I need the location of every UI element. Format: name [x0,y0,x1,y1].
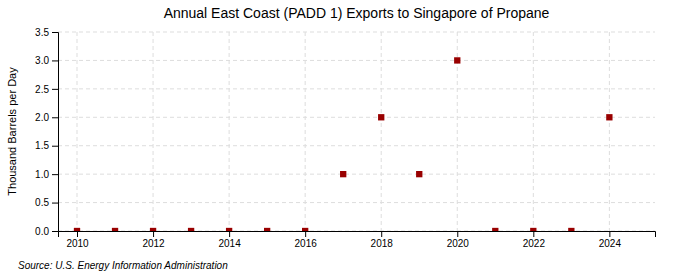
y-axis-title: Thousand Barrels per Day [6,67,18,196]
x-tick: 2010 [66,231,89,249]
x-axis: 2010 2012 2014 2016 2018 2020 2022 2024 [59,231,656,249]
point [454,57,460,63]
y-tick: 3.0 [35,55,58,66]
y-tick-label: 1.5 [35,140,49,151]
x-tick: 2024 [599,231,622,249]
x-tick-label: 2016 [295,238,318,249]
grid-line-x [533,32,534,231]
y-tick: 1.0 [35,169,58,180]
chart: 2010 2012 2014 2016 2018 2020 2022 2024 0.0 0.5 1.… [0,0,675,275]
x-tick-mark [153,231,154,237]
y-tick: 2.5 [35,84,58,95]
point [74,228,80,231]
point [606,114,612,120]
x-axis-line [59,232,656,238]
x-tick-mark [533,231,534,237]
x-tick: 2016 [295,231,318,249]
x-tick-mark [381,231,382,237]
x-tick-mark [305,231,306,237]
y-tick-label: 3.0 [35,55,49,66]
y-tick: 3.5 [35,27,58,38]
x-tick-mark [609,231,610,237]
x-tick-label: 2020 [447,238,470,249]
x-tick: 2014 [218,231,241,249]
y-tick-label: 0.5 [35,197,49,208]
y-tick: 2.0 [35,112,58,123]
points [74,57,613,231]
grid-line-x [77,32,78,231]
y-tick-mark [52,231,58,232]
grid-line-x [229,32,230,231]
grid-line-x [381,32,382,231]
point [112,228,118,231]
y-tick: 0.0 [35,226,58,237]
point [302,228,308,231]
x-tick-label: 2012 [142,238,165,249]
x-tick-label: 2022 [523,238,546,249]
point [492,228,498,231]
x-tick: 2018 [371,231,394,249]
grid-line-x [609,32,610,231]
x-tick: 2020 [447,231,470,249]
point [378,114,384,120]
point [340,171,346,177]
x-tick-label: 2010 [66,238,89,249]
grid-line-y [58,60,655,61]
y-tick-mark [52,203,58,204]
x-tick-label: 2024 [599,238,622,249]
y-tick-mark [52,174,58,175]
x-tick: 2012 [142,231,165,249]
x-tick-mark [77,231,78,237]
grid-line-x [153,32,154,231]
y-axis: 0.0 0.5 1.0 1.5 2.0 2.5 3.0 3.5 [35,27,58,237]
grid-line-y [58,88,655,89]
y-tick: 0.5 [35,197,58,208]
grid [58,32,655,231]
point [150,228,156,231]
grid-line-y [58,32,655,33]
point [264,228,270,231]
point [530,228,536,231]
x-tick-mark [229,231,230,237]
y-tick-mark [52,32,58,33]
x-tick: 2022 [523,231,546,249]
point [188,228,194,231]
point [568,228,574,231]
y-tick-label: 2.0 [35,112,49,123]
point [416,171,422,177]
grid-line-x [305,32,306,231]
y-tick-mark [52,60,58,61]
grid-line-y [58,174,655,175]
y-tick-label: 1.0 [35,169,49,180]
y-tick-label: 0.0 [35,226,49,237]
y-axis-line [52,33,59,232]
grid-line-y [58,117,655,118]
grid-line-y [58,145,655,146]
title: Annual East Coast (PADD 1) Exports to Si… [164,5,550,21]
y-tick-label: 2.5 [35,84,49,95]
grid-line-y [58,202,655,203]
y-tick-mark [52,89,58,90]
y-tick: 1.5 [35,140,58,151]
x-tick-label: 2014 [218,238,241,249]
source: Source: U.S. Energy Information Administ… [18,260,228,271]
y-tick-mark [52,117,58,118]
y-tick-label: 3.5 [35,27,49,38]
x-tick-label: 2018 [371,238,394,249]
point [226,228,232,231]
x-tick-mark [457,231,458,237]
y-tick-mark [52,146,58,147]
